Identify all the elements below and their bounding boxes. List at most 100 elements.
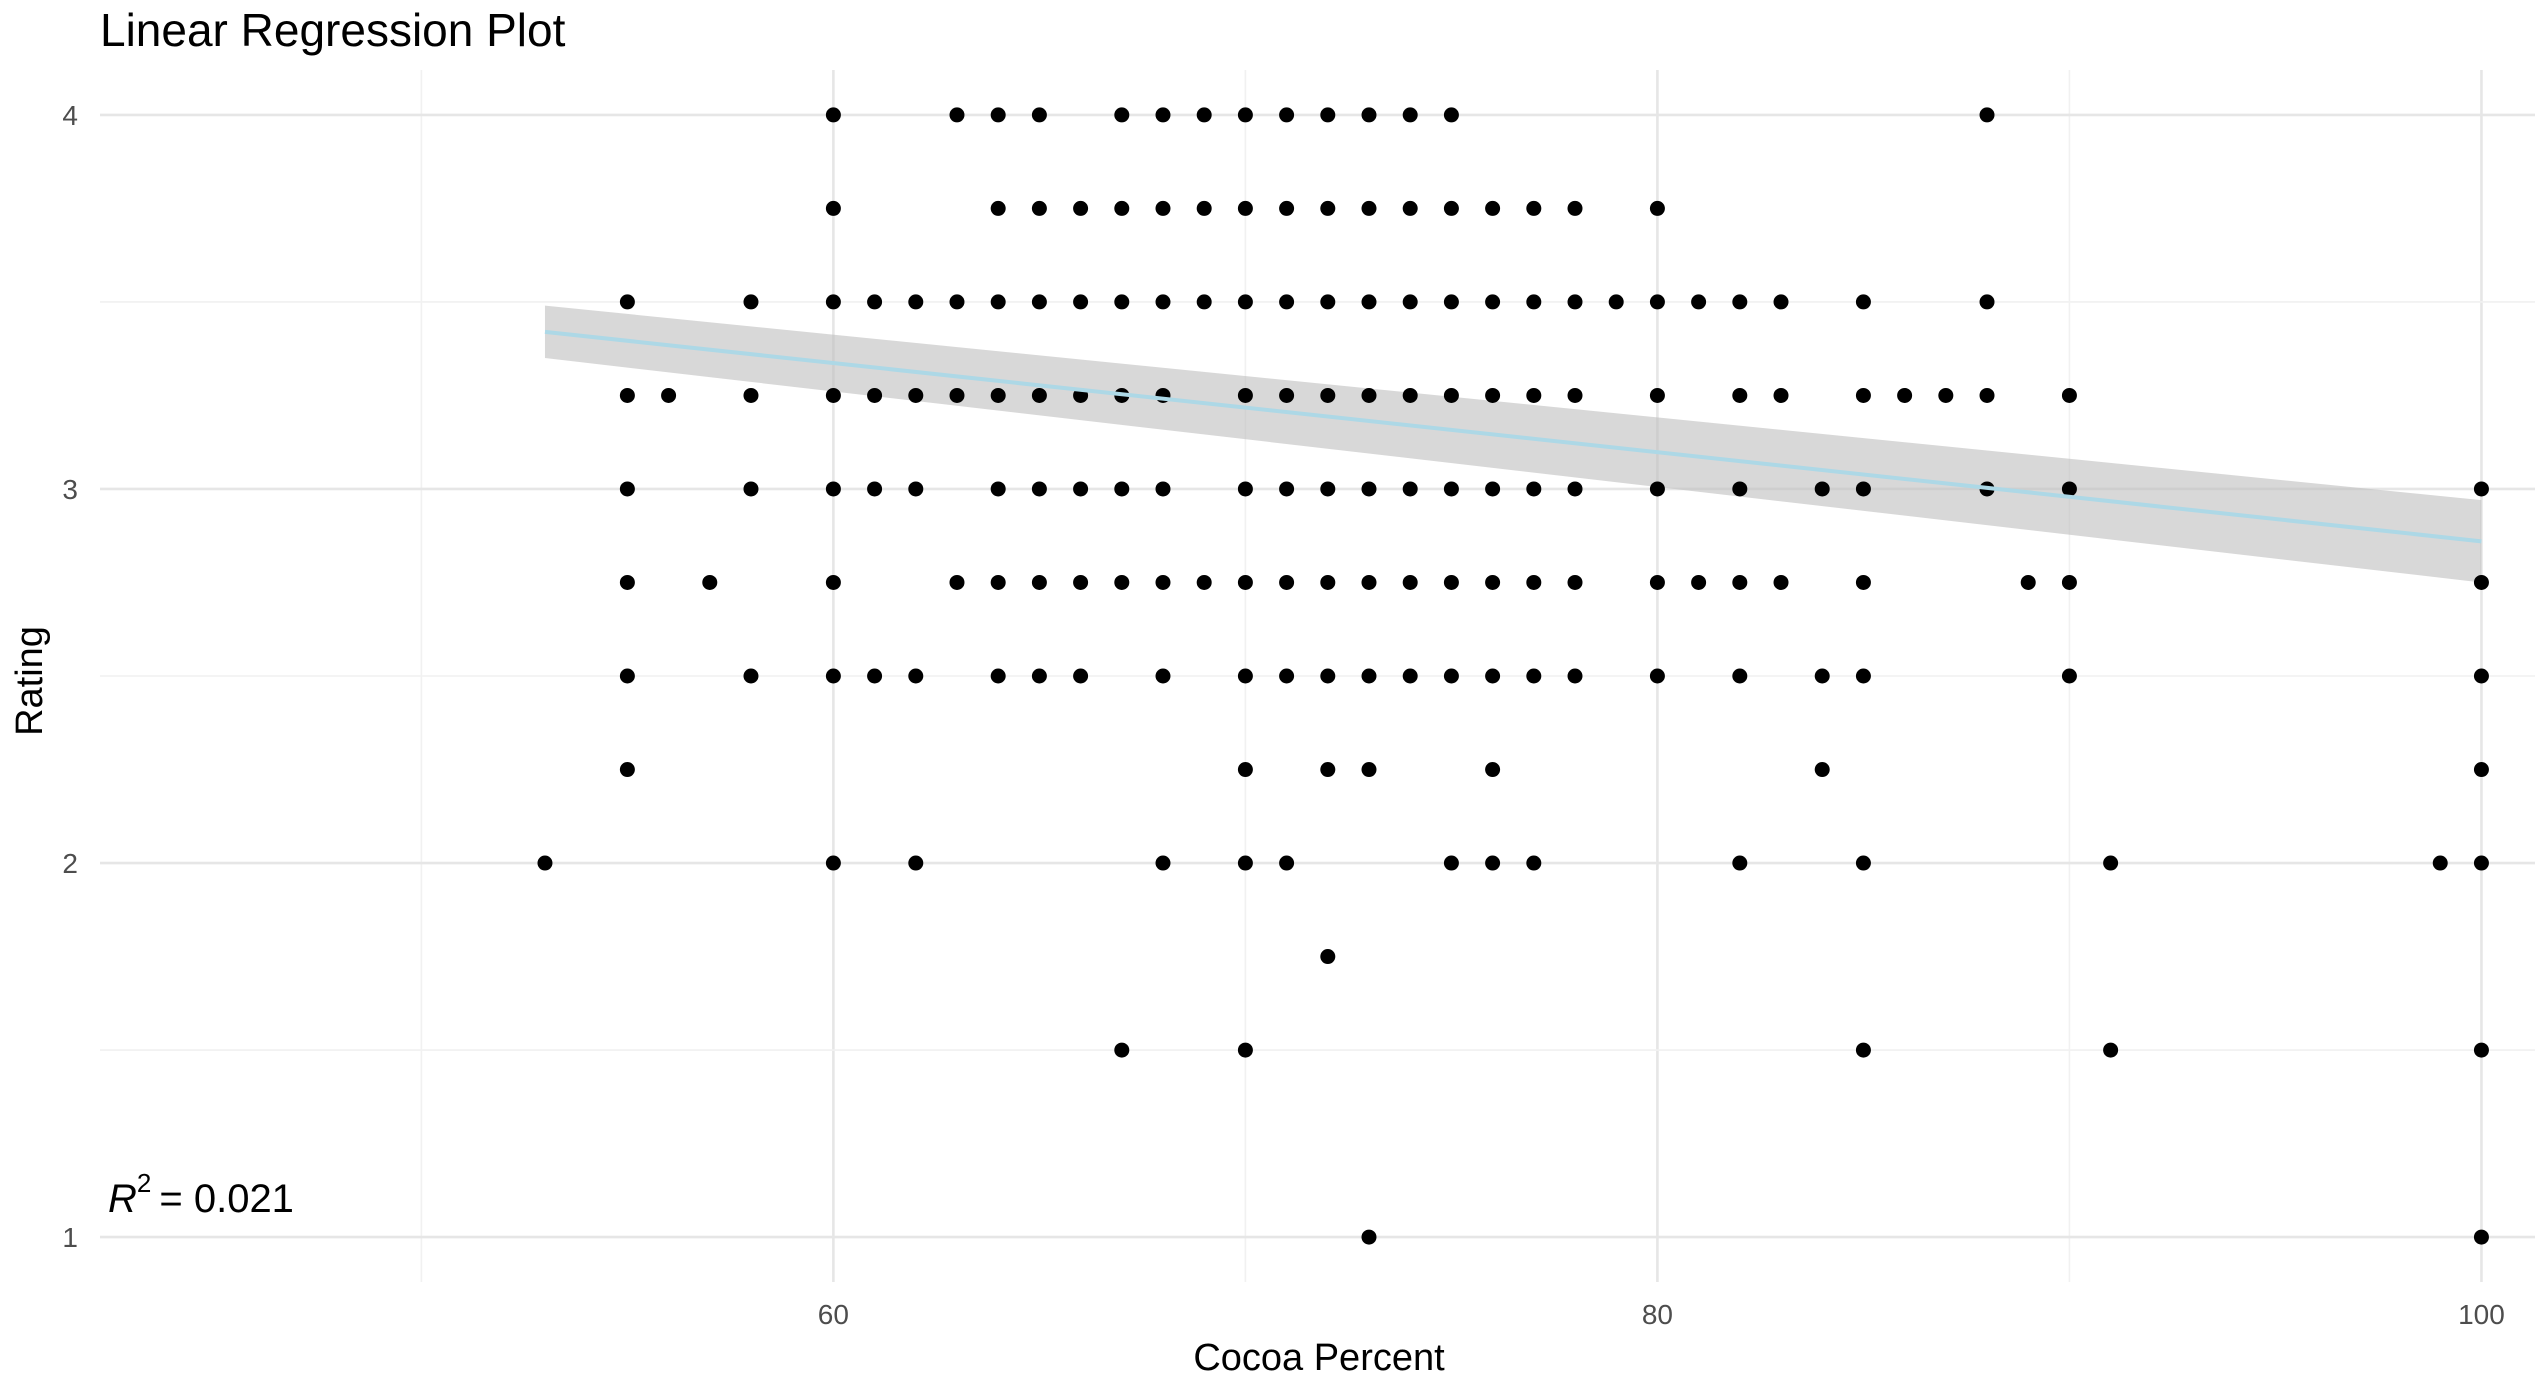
- scatter-point: [1443, 200, 1459, 216]
- scatter-point: [908, 668, 924, 684]
- scatter-point: [1773, 574, 1789, 590]
- scatter-point: [1031, 387, 1047, 403]
- scatter-point: [1485, 855, 1501, 871]
- scatter-point: [990, 294, 1006, 310]
- scatter-point: [1649, 668, 1665, 684]
- data-points: [537, 107, 2489, 1245]
- scatter-point: [1855, 668, 1871, 684]
- scatter-point: [825, 574, 841, 590]
- scatter-point: [1649, 481, 1665, 497]
- scatter-point: [1361, 387, 1377, 403]
- scatter-point: [1237, 855, 1253, 871]
- axis-ticks: 60 80 100 1 2 3 4: [62, 100, 2504, 1330]
- scatter-point: [1732, 668, 1748, 684]
- scatter-point: [1237, 1042, 1253, 1058]
- scatter-point: [1279, 855, 1295, 871]
- scatter-point: [1732, 481, 1748, 497]
- scatter-point: [1608, 294, 1624, 310]
- scatter-point: [1361, 762, 1377, 778]
- scatter-point: [2473, 1229, 2489, 1245]
- y-tick-label: 2: [62, 848, 78, 879]
- scatter-point: [1320, 294, 1336, 310]
- scatter-point: [1114, 107, 1130, 123]
- scatter-point: [1443, 294, 1459, 310]
- scatter-point: [1155, 107, 1171, 123]
- scatter-point: [1320, 668, 1336, 684]
- scatter-point: [1732, 855, 1748, 871]
- scatter-point: [1279, 481, 1295, 497]
- scatter-point: [825, 668, 841, 684]
- scatter-point: [2103, 855, 2119, 871]
- scatter-point: [1155, 668, 1171, 684]
- scatter-point: [990, 481, 1006, 497]
- scatter-point: [1031, 294, 1047, 310]
- scatter-point: [1237, 481, 1253, 497]
- x-axis-title: Cocoa Percent: [1193, 1337, 1445, 1379]
- scatter-point: [1814, 481, 1830, 497]
- scatter-point: [661, 387, 677, 403]
- x-tick-label: 80: [1642, 1299, 1673, 1330]
- scatter-point: [1567, 200, 1583, 216]
- scatter-point: [1897, 387, 1913, 403]
- r2-value: = 0.021: [159, 1177, 294, 1221]
- scatter-point: [1402, 294, 1418, 310]
- scatter-point: [2432, 855, 2448, 871]
- scatter-point: [1114, 574, 1130, 590]
- scatter-point: [1320, 481, 1336, 497]
- scatter-point: [1485, 200, 1501, 216]
- scatter-point: [1031, 668, 1047, 684]
- scatter-point: [2473, 574, 2489, 590]
- scatter-point: [1567, 481, 1583, 497]
- scatter-point: [702, 574, 718, 590]
- scatter-point: [1155, 855, 1171, 871]
- scatter-point: [1732, 387, 1748, 403]
- scatter-point: [1155, 294, 1171, 310]
- scatter-point: [1031, 574, 1047, 590]
- scatter-point: [1279, 668, 1295, 684]
- scatter-point: [1732, 294, 1748, 310]
- scatter-point: [1237, 762, 1253, 778]
- scatter-point: [1237, 200, 1253, 216]
- scatter-point: [1279, 574, 1295, 590]
- scatter-point: [619, 668, 635, 684]
- scatter-point: [867, 668, 883, 684]
- scatter-point: [1114, 200, 1130, 216]
- scatter-point: [1567, 574, 1583, 590]
- scatter-point: [2473, 855, 2489, 871]
- scatter-point: [1526, 481, 1542, 497]
- scatter-point: [2061, 387, 2077, 403]
- scatter-point: [1526, 574, 1542, 590]
- r2-symbol: R: [108, 1177, 137, 1221]
- scatter-point: [1155, 200, 1171, 216]
- scatter-point: [1691, 294, 1707, 310]
- scatter-point: [1526, 387, 1542, 403]
- scatter-point: [990, 668, 1006, 684]
- scatter-point: [1361, 481, 1377, 497]
- x-tick-label: 100: [2458, 1299, 2505, 1330]
- scatter-point: [1402, 107, 1418, 123]
- scatter-point: [1073, 668, 1089, 684]
- scatter-point: [825, 481, 841, 497]
- scatter-point: [1155, 574, 1171, 590]
- scatter-point: [1320, 949, 1336, 965]
- scatter-point: [1567, 387, 1583, 403]
- scatter-point: [1196, 574, 1212, 590]
- y-axis-title: Rating: [9, 626, 51, 736]
- scatter-point: [1773, 387, 1789, 403]
- chart-title: Linear Regression Plot: [100, 4, 566, 56]
- scatter-point: [1361, 294, 1377, 310]
- scatter-point: [1485, 762, 1501, 778]
- scatter-point: [743, 387, 759, 403]
- scatter-point: [949, 294, 965, 310]
- scatter-point: [1073, 574, 1089, 590]
- scatter-point: [1279, 107, 1295, 123]
- scatter-point: [990, 200, 1006, 216]
- scatter-point: [619, 762, 635, 778]
- scatter-point: [1320, 762, 1336, 778]
- scatter-point: [1361, 668, 1377, 684]
- scatter-point: [1649, 387, 1665, 403]
- scatter-point: [825, 855, 841, 871]
- scatter-point: [1073, 200, 1089, 216]
- scatter-point: [1114, 481, 1130, 497]
- scatter-point: [908, 855, 924, 871]
